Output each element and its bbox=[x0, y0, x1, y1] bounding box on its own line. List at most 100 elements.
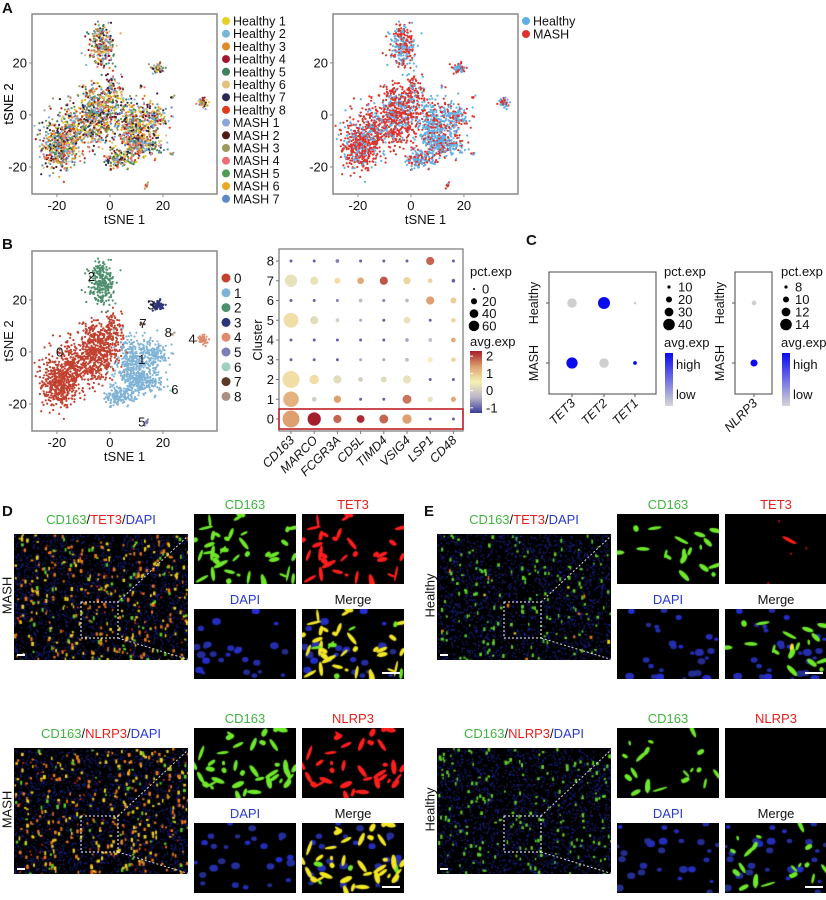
condition-plot-frame bbox=[332, 13, 519, 195]
data-point bbox=[132, 108, 135, 111]
data-point bbox=[432, 114, 435, 117]
data-point bbox=[96, 124, 100, 127]
data-point bbox=[370, 99, 373, 102]
data-point bbox=[397, 46, 400, 49]
data-point bbox=[96, 140, 99, 143]
data-point bbox=[101, 57, 105, 60]
data-point bbox=[462, 120, 465, 123]
data-point bbox=[100, 136, 103, 139]
data-point bbox=[351, 149, 354, 152]
data-point bbox=[93, 122, 97, 125]
data-point bbox=[392, 92, 395, 96]
data-point bbox=[367, 104, 370, 107]
data-point bbox=[433, 144, 436, 147]
data-point bbox=[120, 158, 123, 161]
data-point bbox=[412, 62, 415, 65]
data-point bbox=[429, 139, 432, 142]
data-point bbox=[162, 122, 165, 125]
data-point bbox=[97, 103, 100, 107]
data-point bbox=[361, 149, 364, 152]
data-point bbox=[64, 140, 67, 143]
data-point bbox=[93, 125, 96, 128]
data-point bbox=[159, 144, 162, 147]
data-point bbox=[90, 107, 93, 110]
data-point bbox=[356, 165, 359, 169]
data-point bbox=[343, 153, 346, 156]
data-point bbox=[159, 107, 162, 110]
data-point bbox=[80, 52, 83, 55]
data-point bbox=[352, 143, 355, 146]
data-point bbox=[460, 70, 463, 73]
data-point bbox=[87, 48, 90, 52]
data-point bbox=[98, 132, 101, 135]
data-point bbox=[460, 123, 463, 126]
data-point bbox=[509, 101, 512, 104]
data-point bbox=[378, 122, 381, 125]
data-point bbox=[198, 101, 201, 104]
data-point bbox=[61, 165, 64, 168]
data-point bbox=[360, 169, 363, 172]
data-point bbox=[432, 162, 435, 165]
data-point bbox=[408, 160, 411, 163]
data-point bbox=[374, 108, 377, 111]
data-point bbox=[150, 112, 153, 115]
data-point bbox=[357, 139, 360, 142]
data-point bbox=[424, 132, 427, 136]
data-point bbox=[444, 94, 447, 97]
data-point bbox=[95, 116, 98, 119]
data-point bbox=[370, 133, 373, 136]
data-point bbox=[109, 122, 112, 125]
legend-swatch bbox=[222, 55, 230, 64]
data-point bbox=[342, 164, 345, 167]
data-point bbox=[205, 104, 208, 107]
data-point bbox=[65, 167, 69, 170]
data-point bbox=[94, 111, 98, 114]
data-point bbox=[168, 126, 171, 129]
legend-label: MASH 7 bbox=[233, 192, 280, 206]
data-point bbox=[466, 134, 469, 137]
data-point bbox=[421, 128, 424, 131]
data-point bbox=[101, 102, 104, 106]
data-point bbox=[72, 102, 75, 105]
data-point bbox=[106, 121, 109, 124]
data-point bbox=[109, 168, 112, 171]
data-point bbox=[105, 131, 108, 134]
data-point bbox=[159, 70, 162, 73]
data-point bbox=[110, 46, 113, 49]
data-point bbox=[388, 48, 391, 52]
data-point bbox=[121, 124, 124, 127]
data-point bbox=[374, 163, 377, 166]
data-point bbox=[119, 135, 122, 138]
data-point bbox=[100, 47, 103, 50]
data-point bbox=[170, 96, 173, 99]
data-point bbox=[150, 116, 153, 119]
data-point bbox=[434, 98, 437, 101]
data-point bbox=[60, 137, 64, 140]
data-point bbox=[160, 113, 163, 116]
data-point bbox=[425, 112, 428, 115]
data-point bbox=[416, 122, 419, 125]
data-point bbox=[449, 143, 452, 146]
data-point bbox=[382, 85, 385, 89]
data-point bbox=[96, 107, 99, 110]
data-point bbox=[444, 141, 447, 144]
data-point bbox=[134, 123, 138, 126]
data-point bbox=[423, 137, 426, 140]
data-point bbox=[148, 149, 151, 152]
data-point bbox=[94, 28, 98, 31]
data-point bbox=[127, 126, 130, 129]
data-point bbox=[432, 111, 435, 114]
data-point bbox=[120, 75, 124, 78]
data-point bbox=[85, 107, 88, 110]
data-point bbox=[161, 118, 164, 121]
data-point bbox=[126, 155, 129, 158]
data-point bbox=[457, 65, 461, 68]
data-point bbox=[371, 150, 374, 153]
data-point bbox=[395, 28, 399, 31]
data-point bbox=[61, 148, 64, 151]
data-point bbox=[145, 123, 148, 126]
data-point bbox=[412, 112, 415, 115]
data-point bbox=[106, 127, 109, 130]
data-point bbox=[131, 122, 134, 125]
data-point bbox=[145, 125, 148, 128]
